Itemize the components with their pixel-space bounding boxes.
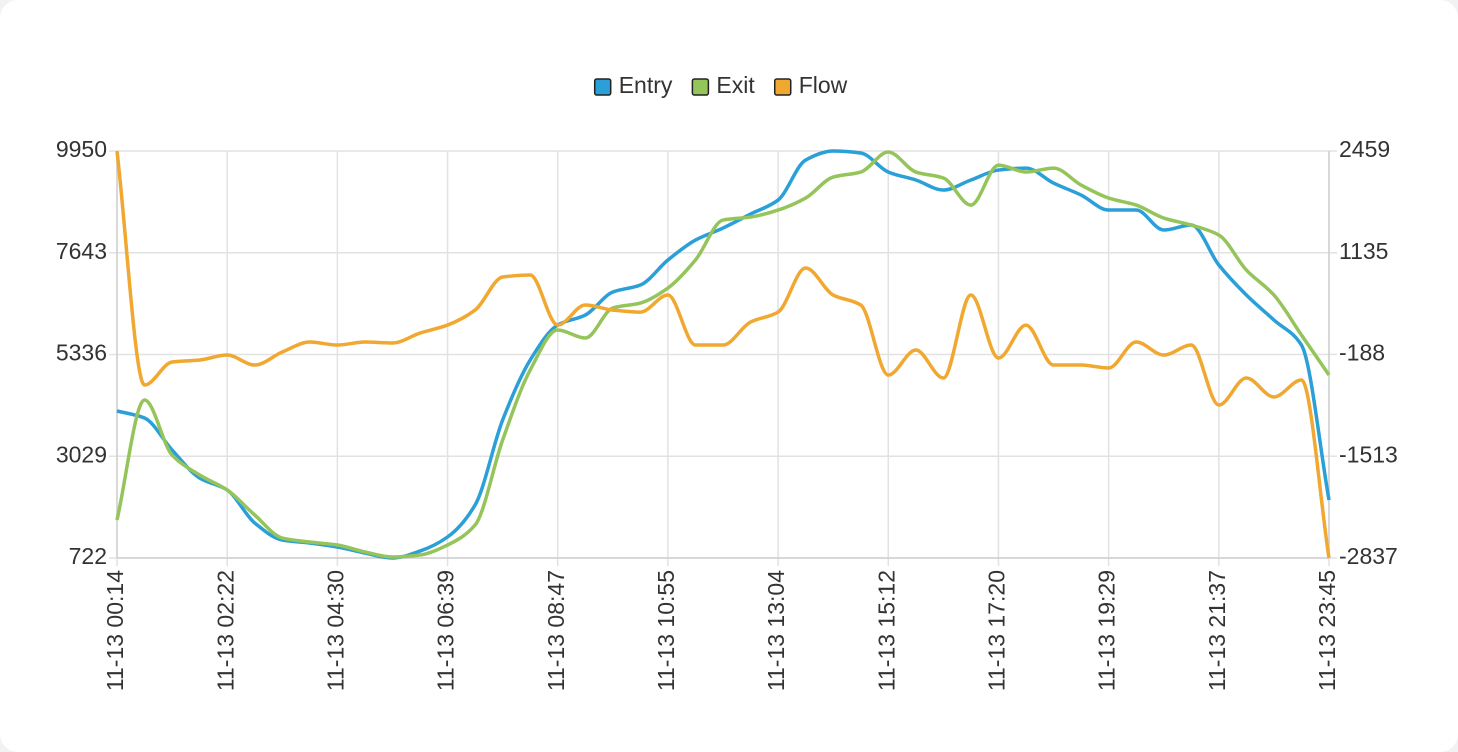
- legend-label: Entry: [619, 72, 673, 98]
- x-tick-label: 11-13 15:12: [873, 570, 899, 691]
- x-tick-label: 11-13 00:14: [102, 570, 128, 691]
- x-tick-label: 11-13 10:55: [653, 570, 679, 691]
- legend-label: Flow: [799, 72, 848, 98]
- y-tick-label: 3029: [56, 441, 107, 467]
- series-line: [115, 150, 1331, 559]
- x-tick-label: 11-13 08:47: [543, 570, 569, 691]
- legend-swatch: [691, 78, 710, 96]
- y2-tick-label: -2837: [1339, 543, 1398, 569]
- y-tick-label: 722: [69, 543, 107, 569]
- y2-tick-label: -188: [1339, 340, 1385, 366]
- x-tick-label: 11-13 13:04: [763, 570, 789, 691]
- legend-label: Exit: [716, 72, 755, 98]
- y2-tick-label: 1135: [1339, 238, 1388, 264]
- x-tick-label: 11-13 06:39: [433, 570, 459, 691]
- x-tick-label: 11-13 19:29: [1094, 570, 1120, 691]
- legend-swatch: [773, 78, 792, 96]
- y2-tick-label: -1513: [1339, 441, 1398, 467]
- series-line: [115, 150, 1331, 559]
- y-tick-label: 9950: [56, 136, 107, 162]
- x-tick-label: 11-13 04:30: [322, 570, 348, 691]
- legend: Entry Exit Flow: [593, 72, 848, 98]
- y-tick-label: 7643: [56, 238, 107, 264]
- x-tick-label: 11-13 17:20: [984, 570, 1010, 691]
- y2-tick-label: 2459: [1339, 136, 1390, 162]
- x-tick-label: 11-13 21:37: [1204, 570, 1230, 691]
- legend-swatch: [593, 78, 612, 96]
- y-tick-label: 5336: [56, 340, 107, 366]
- x-tick-label: 11-13 23:45: [1314, 570, 1340, 691]
- x-tick-label: 11-13 02:22: [212, 570, 238, 691]
